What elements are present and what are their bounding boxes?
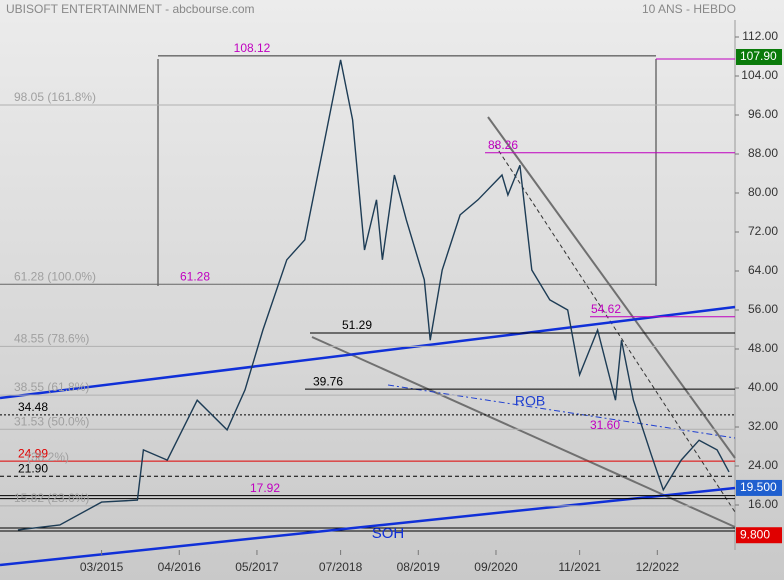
trend-line: [487, 116, 736, 459]
annotation: (38.2%): [27, 450, 69, 464]
trend-line: [0, 305, 736, 400]
level-label: 38.55 (61.8%): [14, 380, 89, 394]
annotation: SOH: [372, 525, 405, 542]
level-label: 54.62: [591, 302, 621, 316]
x-tick-label: 08/2019: [397, 560, 441, 574]
level-label: 21.90: [18, 461, 48, 475]
level-label: 88.26: [488, 138, 518, 152]
level-label: 61.28: [180, 269, 210, 283]
level-label: 24.99: [18, 446, 48, 460]
annotation: ROB: [515, 393, 545, 409]
price-badge: [736, 527, 782, 544]
price-badge-label: 9.800: [740, 527, 770, 541]
trend-line: [0, 486, 736, 567]
level-label: 98.05 (161.8%): [14, 90, 96, 104]
y-tick-label: 80.00: [748, 185, 778, 199]
level-label: 34.48: [18, 400, 48, 414]
x-tick-label: 04/2016: [158, 560, 202, 574]
y-tick-label: 64.00: [748, 263, 778, 277]
y-tick-label: 72.00: [748, 224, 778, 238]
price-badge: [736, 479, 782, 496]
chart-subtitle: 10 ANS - HEBDO: [642, 2, 736, 16]
level-label: 31.53 (50.0%): [14, 414, 89, 428]
y-tick-label: 104.00: [741, 68, 778, 82]
y-tick-label: 48.00: [748, 341, 778, 355]
y-tick-label: 112.00: [742, 29, 778, 43]
y-tick-label: 96.00: [748, 107, 778, 121]
price-badge-label: 107.90: [740, 49, 777, 63]
chart-title: UBISOFT ENTERTAINMENT - abcbourse.com: [6, 2, 255, 16]
price-badge-label: 19.500: [740, 480, 777, 494]
level-label: 61.28 (100.0%): [14, 269, 96, 283]
trend-line: [387, 384, 736, 439]
x-tick-label: 05/2017: [235, 560, 279, 574]
x-tick-label: 11/2021: [558, 560, 601, 574]
y-tick-label: 32.00: [748, 419, 778, 433]
level-label: 17.92: [250, 481, 280, 495]
level-label: 39.76: [313, 374, 343, 388]
y-tick-label: 24.00: [748, 458, 778, 472]
level-label: 108.12: [234, 41, 271, 55]
level-label: 31.60: [590, 418, 620, 432]
price-line: [17, 59, 730, 531]
level-label: 48.55 (78.6%): [14, 331, 89, 345]
level-label: 51.29: [342, 318, 372, 332]
x-tick-label: 07/2018: [319, 560, 363, 574]
x-tick-label: 12/2022: [636, 560, 680, 574]
trend-line: [494, 144, 736, 513]
x-tick-label: 09/2020: [474, 560, 518, 574]
price-badge: [736, 48, 782, 65]
y-tick-label: 56.00: [748, 302, 778, 316]
drawings: [0, 58, 736, 567]
y-tick-label: 16.00: [748, 497, 778, 511]
y-tick-label: 88.00: [748, 146, 778, 160]
level-label: 15.82 (23.6%): [14, 491, 89, 505]
y-tick-label: 40.00: [748, 380, 778, 394]
x-tick-label: 03/2015: [80, 560, 124, 574]
